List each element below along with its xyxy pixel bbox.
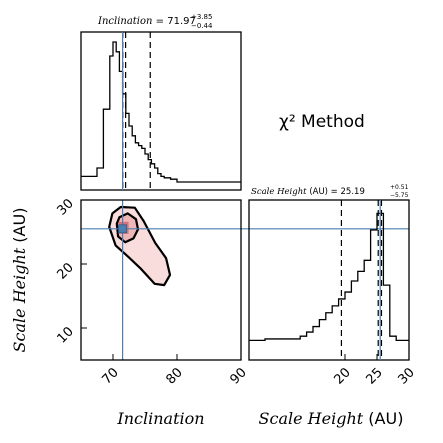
inclination-tick-label: 90	[228, 365, 250, 387]
scale-height-hist-step	[249, 212, 409, 341]
scale-height-hist-frame	[248, 199, 410, 361]
joint-frame	[80, 199, 242, 361]
inclination-xlabel: Inclination	[116, 409, 204, 428]
scale-height-xtick-label: 20	[332, 365, 354, 387]
scale-height-xtick-label: 30	[396, 365, 418, 387]
scale-height-xlabel: Scale Height (AU)	[259, 409, 404, 428]
method-label: χ² Method	[279, 112, 365, 132]
inclination-title-plus: +3.85	[191, 13, 212, 21]
inclination-hist-step	[81, 41, 241, 183]
scale-height-ylabel: Scale Height (AU)	[10, 208, 29, 353]
inclination-tick-label: 80	[164, 365, 186, 387]
scale-height-title: Scale Height (AU) = 25.19	[251, 187, 365, 197]
inclination-histogram-panel: Inclination = 71.97 +3.85 −0.44	[80, 13, 242, 191]
inclination-title-minus: −0.44	[191, 22, 213, 30]
scale-height-ytick-label: 10	[55, 324, 77, 346]
scale-height-histogram-panel: 20 25 30 Scale Height (AU) = 25.19 +0.51 −…	[248, 184, 418, 388]
joint-truth-point	[118, 224, 127, 234]
inclination-hist-frame	[80, 31, 242, 191]
scale-height-xtick-label: 25	[364, 365, 386, 387]
scale-height-ytick-label: 30	[55, 196, 77, 218]
joint-contour-panel: 70 80 90 10 20 30	[55, 196, 409, 388]
inclination-tick-label: 70	[100, 365, 122, 387]
scale-height-title-minus: −5.75	[390, 192, 409, 199]
scale-height-ytick-label: 20	[55, 260, 77, 282]
inclination-title: Inclination = 71.97	[97, 16, 196, 27]
scale-height-title-plus: +0.51	[390, 184, 409, 191]
